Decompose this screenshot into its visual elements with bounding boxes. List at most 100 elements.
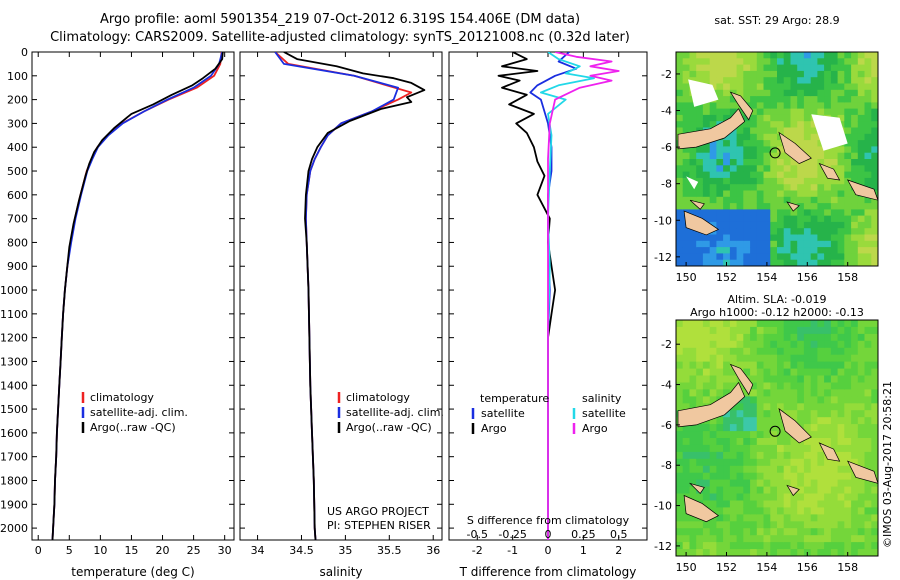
map-cell [723, 209, 731, 217]
map-cell [676, 493, 684, 501]
map-cell [702, 159, 711, 166]
map-cell [702, 215, 711, 223]
map-cell [723, 500, 731, 508]
map-cell [696, 333, 704, 342]
map-cell [783, 83, 791, 91]
map-cell [716, 458, 724, 467]
map-cell [810, 472, 818, 481]
map-cell [743, 171, 751, 179]
map-cell [770, 221, 778, 229]
map-cell [830, 159, 839, 166]
map-cell [763, 451, 771, 460]
map-cell [817, 221, 825, 229]
map-cell [864, 410, 872, 418]
map-cell [723, 234, 731, 242]
map-cell [763, 493, 771, 501]
map-cell [736, 535, 744, 543]
map-cell [783, 108, 791, 116]
map-cell [702, 58, 711, 66]
map-cell [689, 431, 697, 439]
land [677, 108, 746, 150]
map-cell [810, 240, 818, 248]
map-cell [723, 333, 731, 342]
map-cell [750, 514, 758, 522]
map-cell [783, 465, 791, 474]
map-cell [682, 326, 690, 335]
map-cell [837, 431, 845, 439]
map-cell [857, 451, 866, 460]
map-cell [837, 70, 845, 78]
map-cell [763, 114, 771, 122]
map-cell [817, 234, 825, 242]
map-cell [783, 514, 791, 522]
map-cell [864, 382, 872, 390]
map-cell [709, 333, 717, 342]
map-cell [770, 184, 778, 192]
y-tick-label: -8 [661, 178, 672, 191]
map-cell [709, 77, 717, 85]
x-tick-label: 158 [837, 271, 858, 284]
map-cell [756, 171, 765, 179]
map-cell [696, 458, 704, 467]
map-cell [837, 542, 845, 550]
map-cell [783, 58, 791, 66]
map-cell [682, 375, 690, 383]
map-cell [844, 368, 852, 377]
map-cell [797, 500, 805, 508]
map-cell [716, 259, 724, 266]
map-cell [810, 389, 818, 397]
map-cell [810, 528, 818, 536]
map-cell [824, 368, 832, 377]
map-cell [716, 431, 724, 439]
map-cell [676, 354, 684, 363]
map-cell [750, 438, 758, 446]
map-cell [871, 184, 878, 192]
map-cell [790, 83, 798, 91]
map-cell [824, 542, 832, 550]
map-cell [729, 240, 738, 248]
map-cell [723, 70, 731, 78]
map-cell [871, 507, 878, 515]
map-cell [851, 89, 859, 97]
map-cell [810, 177, 818, 185]
map-cell [824, 340, 832, 349]
map-cell [750, 451, 758, 460]
map-cell [810, 121, 818, 129]
map-cell [756, 320, 765, 328]
map-cell [871, 209, 878, 217]
x-tick-label: 0 [545, 544, 552, 557]
map-cell [871, 221, 878, 229]
map-cell [777, 184, 785, 192]
map-cell [729, 375, 738, 383]
map-cell [851, 203, 859, 210]
map-cell [689, 528, 697, 536]
map-cell [864, 535, 872, 543]
map-cell [810, 89, 818, 97]
map-cell [864, 514, 872, 522]
map-cell [851, 361, 859, 370]
map-cell [803, 146, 812, 154]
map-cell [750, 410, 758, 418]
map-cell [790, 190, 798, 198]
map-cell [702, 486, 711, 495]
map-cell [736, 465, 744, 474]
map-cell [682, 347, 690, 356]
map-cell [851, 424, 859, 432]
map-cell [783, 472, 791, 481]
map-cell [797, 70, 805, 78]
map-cell [770, 77, 778, 85]
map-cell [844, 127, 852, 135]
map-cell [702, 521, 711, 529]
map-cell [770, 514, 778, 522]
map-cell [682, 396, 690, 404]
map-cell [729, 228, 738, 236]
map-cell [729, 203, 738, 210]
map-cell [803, 361, 812, 370]
map-cell [871, 89, 878, 97]
map-cell [864, 140, 872, 147]
map-cell [743, 486, 751, 495]
map-cell [844, 121, 852, 129]
map-cell [803, 133, 812, 141]
map-cell [676, 465, 684, 474]
map-cell [790, 514, 798, 522]
